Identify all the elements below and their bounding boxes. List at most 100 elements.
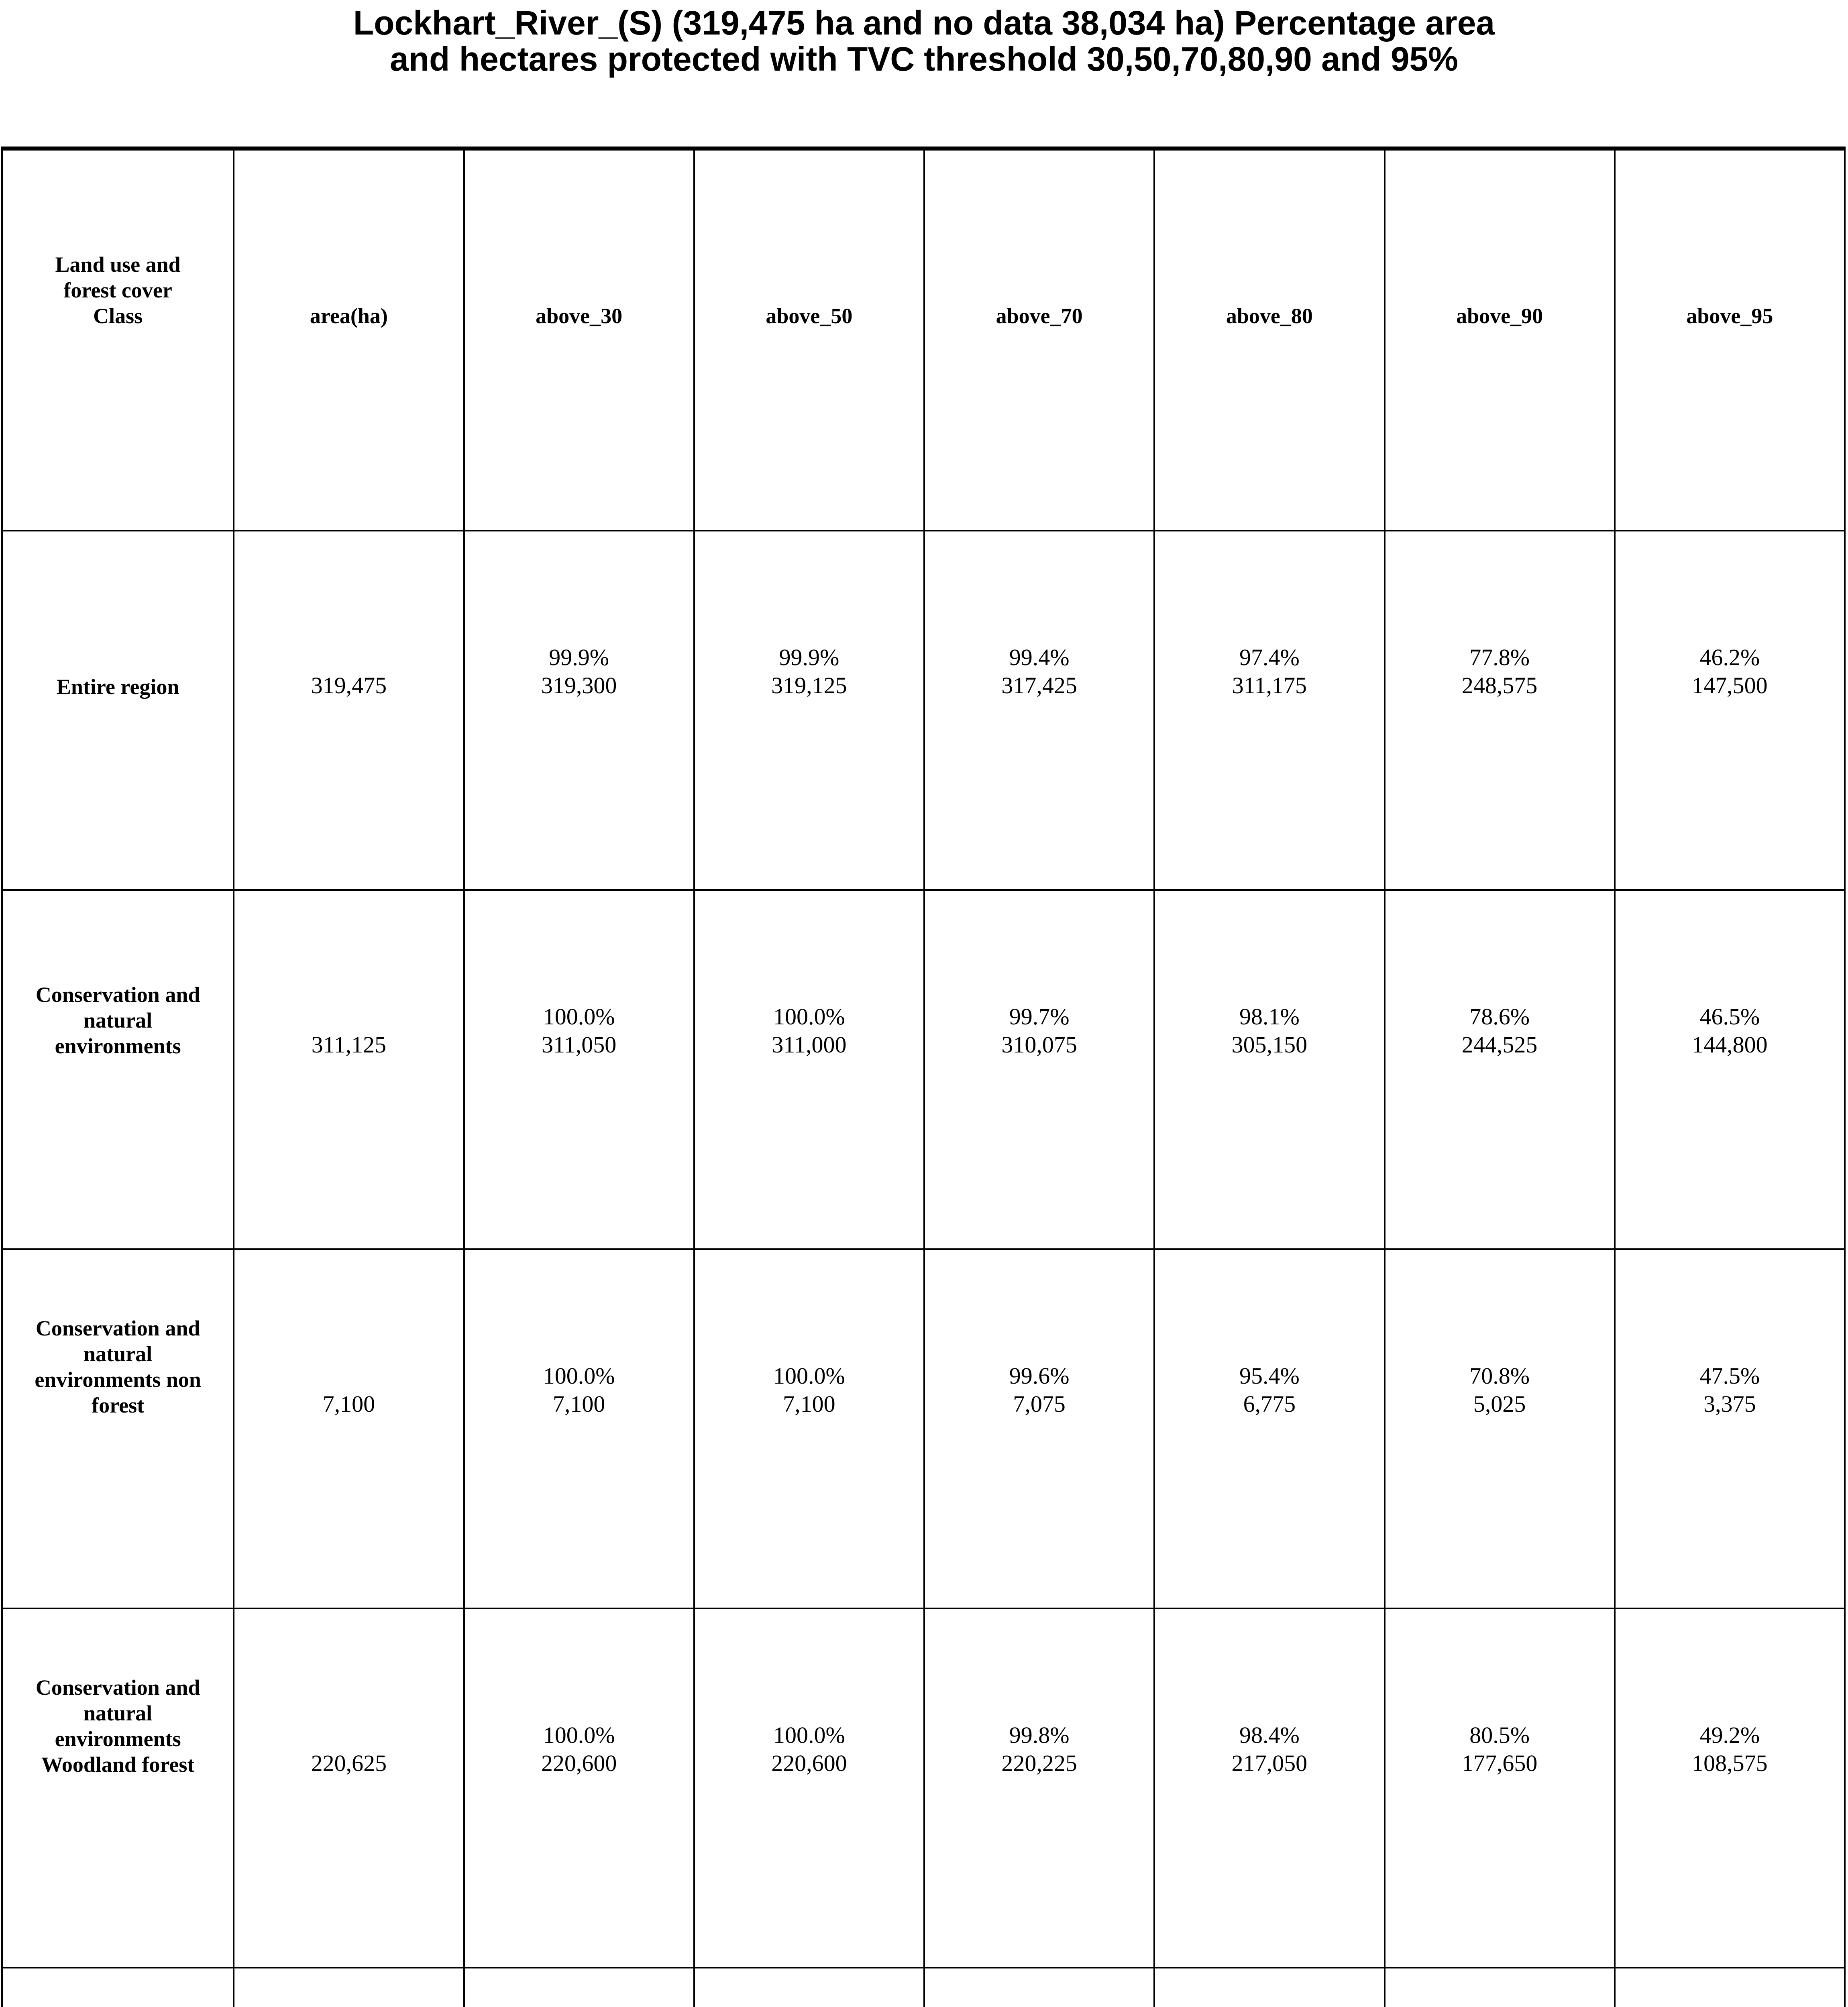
pct-value: 100.0% — [543, 1003, 615, 1030]
class-name: Entire region — [56, 674, 179, 699]
header-cell-above50: above_50 — [693, 151, 923, 530]
table-cell: 98.4% 217,050 — [1153, 1608, 1384, 1967]
pct-value: 70.8% — [1469, 1362, 1530, 1389]
pct-value: 46.5% — [1699, 1003, 1760, 1030]
ha-value: 220,600 — [541, 1750, 617, 1776]
pct-value: 100.0% — [543, 1362, 615, 1389]
ha-value: 144,800 — [1692, 1031, 1768, 1058]
table-cell: 99.8% 220,225 — [923, 1608, 1154, 1967]
pct-value: 99.7% — [1009, 1003, 1070, 1030]
column-header: Land use and forest cover Class — [55, 252, 181, 328]
header-cell-class: Land use and forest cover Class — [3, 151, 233, 530]
ha-value: 7,100 — [552, 1390, 605, 1417]
table-cell: 99.9%83,300 — [693, 1967, 923, 2007]
table-cell: 99.9% 319,300 — [463, 530, 693, 889]
table-cell: 70.8% 5,025 — [1383, 1248, 1614, 1608]
table-cell: 46.5% 144,800 — [1614, 889, 1844, 1248]
table-cell: 99.9% 319,125 — [693, 530, 923, 889]
pct-value: 77.8% — [1469, 644, 1530, 670]
ha-value: 220,600 — [771, 1750, 847, 1776]
class-name: Conservation and natural environments — [35, 982, 200, 1058]
table-cell: 100.0% 220,600 — [463, 1608, 693, 1967]
table-cell: 46.2% 147,500 — [1614, 530, 1844, 889]
table-cell-area: 319,475 — [233, 530, 463, 889]
header-cell-above70: above_70 — [923, 151, 1153, 530]
table-cell: 100.0% 7,100 — [463, 1248, 693, 1608]
table-cell: 99.9%83,350 — [463, 1967, 693, 2007]
pct-value: 47.5% — [1699, 1362, 1760, 1389]
ha-value: 319,300 — [541, 672, 617, 698]
pct-value: 99.8% — [1009, 1722, 1070, 1748]
pct-value: 97.4% — [1239, 644, 1300, 670]
pct-value: 95.4% — [1239, 1362, 1300, 1389]
ha-value: 311,050 — [541, 1031, 617, 1058]
ha-value: 108,575 — [1692, 1750, 1768, 1776]
ha-value: 5,025 — [1473, 1390, 1526, 1417]
table-cell-class: Conservation and natural environments Fo… — [3, 1967, 233, 2007]
ha-value: 311,000 — [772, 1031, 847, 1058]
pct-value: 80.5% — [1469, 1722, 1530, 1748]
pct-value: 100.0% — [773, 1362, 845, 1389]
pct-value: 49.2% — [1699, 1722, 1760, 1748]
table-cell-area: 311,125 — [233, 889, 463, 1248]
header-cell-above80: above_80 — [1153, 151, 1383, 530]
table-cell-class: Entire region — [3, 530, 233, 889]
table-cell: 100.0% 220,600 — [693, 1608, 923, 1967]
ha-value: 7,100 — [783, 1390, 835, 1417]
ha-value: 217,050 — [1231, 1750, 1308, 1776]
table-cell-area: 220,625 — [233, 1608, 463, 1967]
table-cell-class: Conservation and natural environments no… — [3, 1248, 233, 1608]
column-header: above_30 — [536, 304, 623, 328]
column-header: above_90 — [1456, 304, 1543, 328]
ha-value: 177,650 — [1461, 1750, 1538, 1776]
header-cell-above95: above_95 — [1614, 151, 1844, 530]
pct-value: 100.0% — [773, 1722, 845, 1748]
header-cell-above30: above_30 — [463, 151, 693, 530]
ha-value: 7,075 — [1013, 1390, 1066, 1417]
table-cell: 47.5% 3,375 — [1614, 1248, 1844, 1608]
table-cell: 78.6% 244,525 — [1383, 889, 1614, 1248]
ha-value: 244,525 — [1461, 1031, 1538, 1058]
pct-value: 99.9% — [549, 644, 609, 670]
column-header: above_95 — [1686, 304, 1773, 328]
table-cell: 99.7% 310,075 — [923, 889, 1154, 1248]
area-value: 7,100 — [322, 1390, 375, 1417]
table-cell: 100.0% 311,000 — [693, 889, 923, 1248]
table-cell: 99.3%82,775 — [923, 1967, 1154, 2007]
table-cell: 99.6% 7,075 — [923, 1248, 1154, 1608]
area-value: 311,125 — [311, 1031, 387, 1058]
ha-value: 305,150 — [1231, 1031, 1308, 1058]
table-cell: 98.1% 305,150 — [1153, 889, 1384, 1248]
ha-value: 310,075 — [1001, 1031, 1077, 1058]
page-title-line1: Lockhart_River_(S) (319,475 ha and no da… — [353, 4, 1495, 42]
column-header: above_50 — [766, 304, 853, 328]
pct-value: 98.1% — [1239, 1003, 1300, 1030]
pct-value: 46.2% — [1699, 644, 1760, 670]
pct-value: 100.0% — [773, 1003, 845, 1030]
table-cell-area: 83,400 — [233, 1967, 463, 2007]
ha-value: 317,425 — [1001, 672, 1077, 698]
table-cell: 77.8% 248,575 — [1383, 530, 1614, 889]
ha-value: 147,500 — [1692, 672, 1768, 698]
pct-value: 98.4% — [1239, 1722, 1300, 1748]
table-cell: 100.0% 311,050 — [463, 889, 693, 1248]
column-header: area(ha) — [310, 304, 388, 328]
ha-value: 311,175 — [1232, 672, 1307, 698]
table-cell: 49.2% 108,575 — [1614, 1608, 1844, 1967]
ha-value: 3,375 — [1703, 1390, 1756, 1417]
column-header: above_70 — [996, 304, 1083, 328]
table-cell: 100.0% 7,100 — [693, 1248, 923, 1608]
header-cell-above90: above_90 — [1383, 151, 1614, 530]
page-title: Lockhart_River_(S) (319,475 ha and no da… — [0, 5, 1848, 77]
class-name: Conservation and natural environments no… — [35, 1316, 201, 1417]
area-value: 220,625 — [311, 1750, 387, 1776]
pct-value: 99.4% — [1009, 644, 1070, 670]
ha-value: 248,575 — [1461, 672, 1538, 698]
pct-value: 99.6% — [1009, 1362, 1070, 1389]
page-title-line2: and hectares protected with TVC threshol… — [390, 40, 1458, 78]
pct-value: 100.0% — [543, 1722, 615, 1748]
class-name: Conservation and natural environments Wo… — [35, 1675, 200, 1777]
pct-value: 78.6% — [1469, 1003, 1530, 1030]
pct-value: 99.9% — [779, 644, 839, 670]
column-header: above_80 — [1226, 304, 1313, 328]
